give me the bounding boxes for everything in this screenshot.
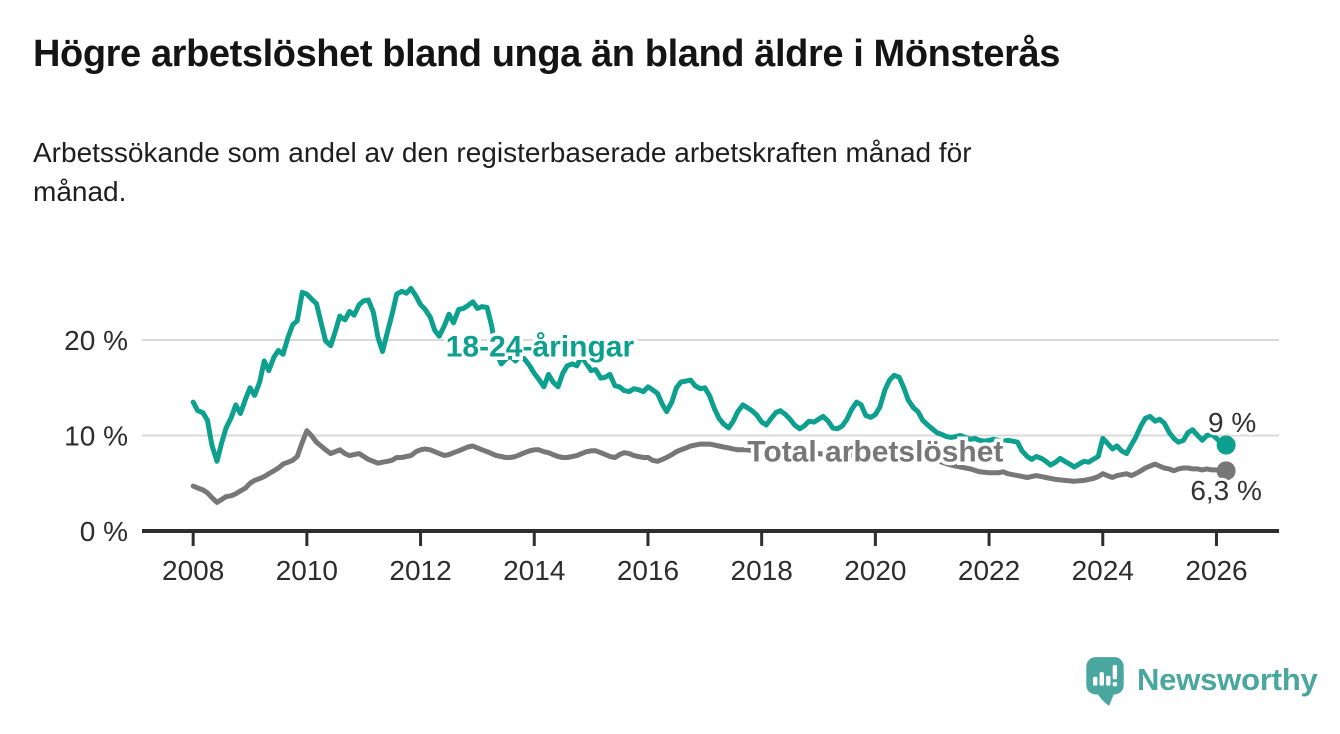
y-tick-label: 0 % [80, 516, 128, 547]
series-line-1 [190, 428, 1229, 505]
series-label-1: Total arbetslöshet [747, 436, 1003, 469]
x-tick-label: 2012 [389, 555, 451, 586]
x-tick-label: 2014 [503, 555, 565, 586]
newsworthy-logo: Newsworthy [1084, 655, 1318, 709]
series-end-dot-0 [1216, 435, 1236, 455]
x-tick-label: 2016 [617, 555, 679, 586]
end-value-label-0: 9 % [1208, 407, 1256, 438]
chart-subtitle: Arbetssökande som andel av den registerb… [33, 133, 972, 211]
newsworthy-logo-text: Newsworthy [1137, 662, 1318, 697]
x-tick-label: 2020 [844, 555, 906, 586]
series-end-dot-1 [1216, 461, 1236, 481]
x-tick-label: 2026 [1185, 555, 1247, 586]
x-tick-label: 2010 [276, 555, 338, 586]
newsworthy-logo-icon [1086, 657, 1124, 706]
x-tick-label: 2008 [162, 555, 224, 586]
x-tick-label: 2022 [958, 555, 1020, 586]
page-title: Högre arbetslöshet bland unga än bland ä… [33, 33, 1061, 75]
y-tick-label: 20 % [64, 325, 128, 356]
end-value-label-1: 6,3 % [1190, 475, 1262, 506]
series-line-0 [190, 285, 1229, 470]
y-tick-label: 10 % [64, 421, 128, 452]
subtitle-line-2: månad. [33, 176, 127, 207]
x-tick-label: 2024 [1072, 555, 1134, 586]
subtitle-line-1: Arbetssökande som andel av den registerb… [33, 137, 972, 168]
x-tick-label: 2018 [731, 555, 793, 586]
series-label-0: 18-24-åringar [446, 331, 635, 364]
